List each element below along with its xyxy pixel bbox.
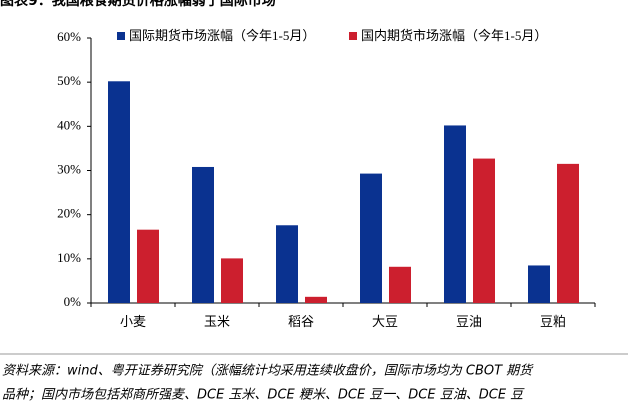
x-tick-label: 大豆 — [372, 314, 398, 329]
bar — [108, 81, 130, 304]
bar — [557, 163, 579, 303]
x-tick-label: 玉米 — [204, 314, 230, 329]
x-tick-label: 豆粕 — [540, 314, 566, 329]
x-tick-label: 稻谷 — [288, 314, 314, 329]
y-tick-label: 40% — [57, 117, 81, 132]
bar — [192, 166, 214, 303]
bar — [389, 266, 411, 303]
legend-label: 国内期货市场涨幅（今年1-5月） — [361, 28, 547, 43]
y-tick-label: 30% — [57, 161, 81, 176]
bar — [276, 225, 298, 303]
bar — [221, 258, 243, 303]
bar — [444, 125, 466, 303]
bar — [473, 158, 495, 303]
y-tick-label: 10% — [57, 250, 81, 265]
bar — [137, 229, 159, 303]
legend-swatch — [349, 32, 357, 40]
legend-swatch — [117, 32, 125, 40]
x-tick-label: 豆油 — [456, 314, 482, 329]
bar — [305, 296, 327, 303]
y-tick-label: 0% — [64, 294, 82, 309]
y-tick-label: 60% — [57, 29, 81, 44]
bar — [528, 265, 550, 303]
chart-title: 图表9：我国粮食期货价格涨幅弱于国际市场 — [0, 0, 276, 9]
source-note: 品种；国内市场包括郑商所强麦、DCE 玉米、DCE 粳米、DCE 豆一、DCE … — [2, 387, 525, 403]
bar — [360, 173, 382, 303]
x-tick-label: 小麦 — [120, 314, 146, 329]
y-tick-label: 50% — [57, 73, 81, 88]
y-tick-label: 20% — [57, 206, 81, 221]
source-note: 资料来源：wind、粤开证券研究院（涨幅统计均采用连续收盘价，国际市场均为 CB… — [2, 363, 534, 379]
legend-label: 国际期货市场涨幅（今年1-5月） — [129, 28, 315, 43]
